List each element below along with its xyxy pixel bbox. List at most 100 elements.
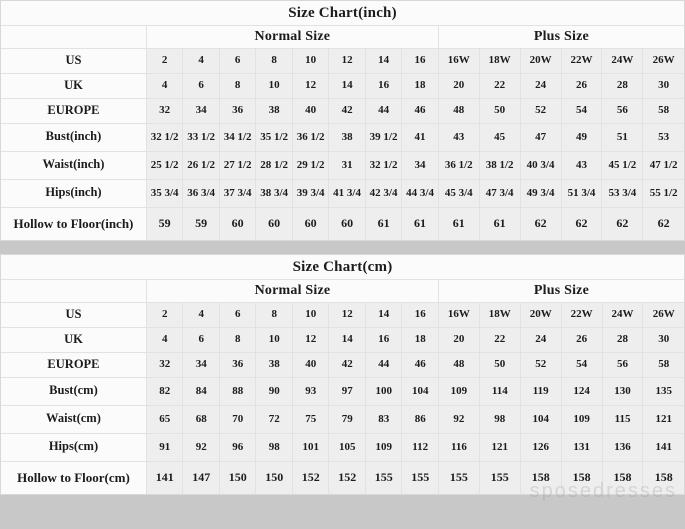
- size-value-cell: 28: [601, 72, 644, 99]
- size-value-cell: 47 1/2: [642, 150, 684, 180]
- table-row: UK 4 6 8 10 12 14 16 18 20 22 24 26 28 30: [1, 72, 684, 99]
- size-value-cell: 42: [328, 97, 366, 124]
- size-value-cell: 52: [519, 351, 562, 378]
- size-value-cell: 96: [218, 432, 257, 462]
- size-value-cell: 20: [437, 326, 480, 353]
- size-value-cell: 60: [291, 206, 330, 240]
- size-chart-inch: Size Chart(inch) Normal Size Plus Size US 2 4…: [0, 0, 685, 241]
- size-value-cell: 56: [601, 351, 644, 378]
- size-value-cell: 4: [182, 47, 220, 74]
- size-value-cell: 41 3/4: [328, 178, 366, 208]
- size-value-cell: 2: [145, 47, 184, 74]
- size-value-cell: 130: [601, 376, 644, 406]
- size-value-cell: 158: [560, 460, 603, 494]
- size-value-cell: 6: [218, 47, 257, 74]
- chart-title: Size Chart(inch): [1, 1, 684, 26]
- size-value-cell: 26: [560, 72, 603, 99]
- size-value-cell: 14: [364, 301, 403, 328]
- size-value-cell: 28 1/2: [255, 150, 293, 180]
- group-header-plus-size: Plus Size: [437, 278, 684, 303]
- size-value-cell: 27 1/2: [218, 150, 257, 180]
- size-value-cell: 152: [328, 460, 366, 494]
- group-header-blank: [1, 278, 147, 303]
- size-value-cell: 90: [255, 376, 293, 406]
- size-value-cell: 59: [182, 206, 220, 240]
- size-value-cell: 18: [401, 326, 439, 353]
- size-value-cell: 38: [255, 97, 293, 124]
- size-value-cell: 62: [601, 206, 644, 240]
- size-value-cell: 147: [182, 460, 220, 494]
- size-value-cell: 75: [291, 404, 330, 434]
- size-value-cell: 68: [182, 404, 220, 434]
- size-value-cell: 158: [519, 460, 562, 494]
- size-value-cell: 42 3/4: [364, 178, 403, 208]
- size-value-cell: 8: [218, 326, 257, 353]
- row-label: Hips(cm): [1, 432, 147, 462]
- table-row: Waist(cm) 65 68 70 72 75 79 83 86 92 98 104 109 115 12…: [1, 404, 684, 434]
- size-value-cell: 150: [255, 460, 293, 494]
- size-value-cell: 30: [642, 326, 684, 353]
- row-label: Waist(cm): [1, 404, 147, 434]
- size-value-cell: 6: [182, 326, 220, 353]
- size-value-cell: 24W: [601, 301, 644, 328]
- size-value-cell: 109: [437, 376, 480, 406]
- size-value-cell: 20W: [519, 47, 562, 74]
- size-value-cell: 24: [519, 72, 562, 99]
- row-label: UK: [1, 72, 147, 99]
- size-value-cell: 36 1/2: [437, 150, 480, 180]
- size-value-cell: 115: [601, 404, 644, 434]
- size-value-cell: 41: [401, 122, 439, 152]
- group-header-row: Normal Size Plus Size: [1, 24, 684, 49]
- size-value-cell: 38: [328, 122, 366, 152]
- group-header-blank: [1, 24, 147, 49]
- size-value-cell: 48: [437, 351, 480, 378]
- size-value-cell: 82: [145, 376, 184, 406]
- size-chart-cm: Size Chart(cm) Normal Size Plus Size US 2 4 6 8…: [0, 254, 685, 495]
- size-value-cell: 155: [478, 460, 521, 494]
- size-value-cell: 29 1/2: [291, 150, 330, 180]
- size-value-cell: 51: [601, 122, 644, 152]
- size-value-cell: 72: [255, 404, 293, 434]
- size-value-cell: 8: [255, 47, 293, 74]
- table-row: Waist(inch) 25 1/2 26 1/2 27 1/2 28 1/2 29 1/…: [1, 150, 684, 180]
- size-value-cell: 22W: [560, 47, 603, 74]
- size-value-cell: 28: [601, 326, 644, 353]
- size-value-cell: 42: [328, 351, 366, 378]
- size-value-cell: 50: [478, 97, 521, 124]
- table-row: Hollow to Floor(cm) 141 147 150 150 152 152 155…: [1, 460, 684, 494]
- size-value-cell: 32: [145, 351, 184, 378]
- size-value-cell: 92: [182, 432, 220, 462]
- size-value-cell: 155: [437, 460, 480, 494]
- size-value-cell: 12: [291, 326, 330, 353]
- size-value-cell: 51 3/4: [560, 178, 603, 208]
- size-value-cell: 79: [328, 404, 366, 434]
- size-value-cell: 152: [291, 460, 330, 494]
- size-value-cell: 8: [218, 72, 257, 99]
- size-value-cell: 6: [182, 72, 220, 99]
- size-value-cell: 10: [255, 72, 293, 99]
- size-value-cell: 22: [478, 326, 521, 353]
- row-label: US: [1, 47, 147, 74]
- size-value-cell: 30: [642, 72, 684, 99]
- size-value-cell: 155: [401, 460, 439, 494]
- size-value-cell: 8: [255, 301, 293, 328]
- row-label: Hollow to Floor(cm): [1, 460, 147, 494]
- size-value-cell: 124: [560, 376, 603, 406]
- size-value-cell: 26 1/2: [182, 150, 220, 180]
- size-value-cell: 61: [401, 206, 439, 240]
- size-value-cell: 88: [218, 376, 257, 406]
- size-value-cell: 26W: [642, 301, 684, 328]
- size-value-cell: 43: [437, 122, 480, 152]
- chart-title-row: Size Chart(inch): [1, 1, 684, 26]
- size-value-cell: 104: [519, 404, 562, 434]
- table-row: US 2 4 6 8 10 12 14 16 16W 18W 20W 22W 24W 26W: [1, 301, 684, 328]
- size-value-cell: 22: [478, 72, 521, 99]
- row-label: US: [1, 301, 147, 328]
- size-value-cell: 33 1/2: [182, 122, 220, 152]
- size-value-cell: 44: [364, 351, 403, 378]
- size-value-cell: 60: [218, 206, 257, 240]
- size-value-cell: 46: [401, 351, 439, 378]
- size-value-cell: 53 3/4: [601, 178, 644, 208]
- size-value-cell: 39 3/4: [291, 178, 330, 208]
- size-value-cell: 12: [291, 72, 330, 99]
